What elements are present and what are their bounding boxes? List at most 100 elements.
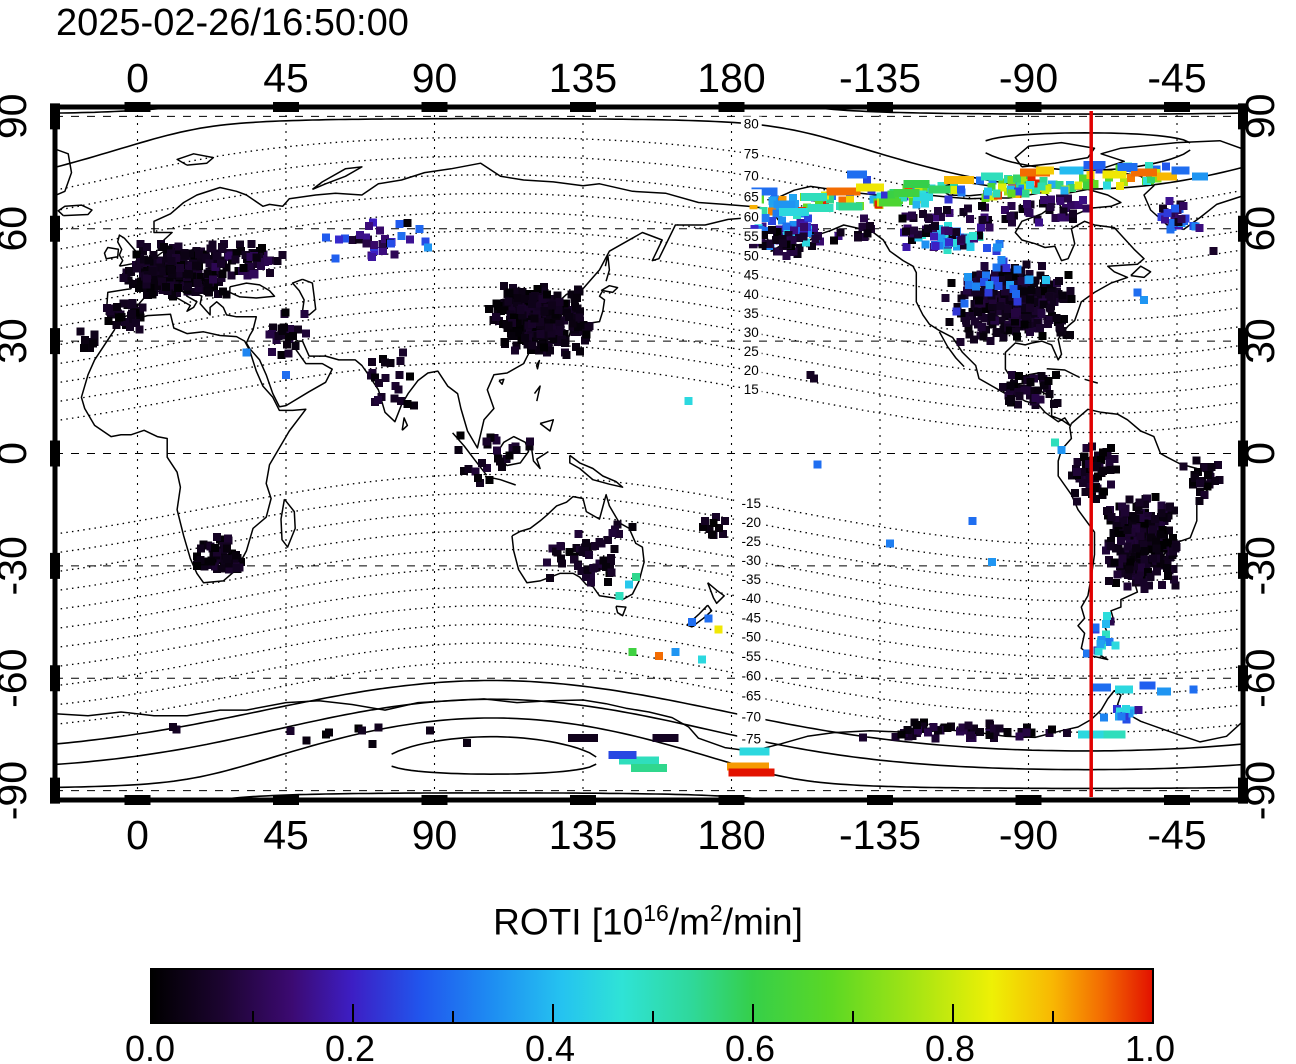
roti-cell <box>846 195 854 204</box>
colorbar-tick <box>852 1011 854 1022</box>
roti-cell <box>799 232 808 241</box>
magnetic-latitude-contour <box>57 511 1241 584</box>
roti-cell <box>545 346 554 355</box>
roti-cell <box>1036 166 1054 175</box>
roti-cell <box>997 256 1006 264</box>
roti-cell <box>379 246 388 255</box>
colorbar-tick <box>652 1011 654 1022</box>
roti-cell <box>1106 443 1115 452</box>
roti-cell <box>1031 394 1040 403</box>
top-axis-tick-label: 0 <box>126 55 149 101</box>
roti-cell <box>1195 496 1204 505</box>
roti-cell <box>980 278 989 287</box>
roti-cell <box>492 299 501 308</box>
roti-cell <box>908 727 917 736</box>
roti-cell <box>208 270 217 279</box>
roti-cell <box>903 179 930 188</box>
roti-cell <box>1116 537 1125 545</box>
roti-cell <box>893 189 920 198</box>
roti-cell <box>986 337 995 346</box>
roti-cell <box>1201 463 1210 472</box>
colorbar-tick-label: 0.6 <box>724 1028 776 1064</box>
roti-cell <box>493 446 501 455</box>
roti-cell <box>540 343 549 352</box>
colorbar-tick <box>552 1004 554 1022</box>
x-tick <box>1164 102 1190 112</box>
roti-cell <box>1136 514 1145 523</box>
roti-cell <box>789 247 798 256</box>
roti-cell <box>1118 502 1127 511</box>
roti-cell <box>579 320 588 329</box>
roti-cell <box>826 187 861 196</box>
roti-cell <box>464 465 473 474</box>
roti-cell <box>966 215 975 224</box>
roti-cell <box>508 296 517 305</box>
roti-cell <box>982 271 990 280</box>
roti-cell <box>806 370 815 379</box>
roti-cell <box>325 728 333 737</box>
roti-cell <box>998 296 1007 305</box>
contour-label: -25 <box>742 534 762 549</box>
roti-cell <box>1144 162 1153 171</box>
roti-cell <box>492 436 501 445</box>
roti-cell <box>80 336 89 345</box>
roti-cell <box>778 196 787 205</box>
roti-cell <box>1037 308 1046 317</box>
roti-cell <box>1165 196 1174 205</box>
roti-cell <box>562 308 571 317</box>
roti-cell <box>294 325 303 334</box>
roti-cell <box>232 249 241 257</box>
roti-cell <box>355 231 364 239</box>
roti-cell <box>944 195 953 204</box>
roti-cell <box>1025 275 1034 284</box>
contour-label: -30 <box>742 553 762 568</box>
roti-cell <box>998 183 1006 192</box>
roti-cell <box>551 310 560 319</box>
magnetic-latitude-contour <box>57 305 1241 377</box>
roti-cell <box>546 574 555 583</box>
contour-label: 40 <box>744 287 759 302</box>
roti-cell <box>830 236 839 245</box>
roti-cell <box>247 240 256 249</box>
roti-cell <box>862 176 871 184</box>
roti-cell <box>1106 617 1115 626</box>
roti-cell <box>1121 547 1130 556</box>
contour-label: 65 <box>744 189 759 204</box>
roti-cell <box>375 226 384 235</box>
roti-cell <box>274 332 283 340</box>
roti-cell <box>1011 327 1020 336</box>
roti-cell <box>923 224 932 233</box>
roti-cell <box>978 202 986 211</box>
roti-cell <box>1159 513 1168 522</box>
roti-cell <box>1146 174 1155 183</box>
roti-cell <box>1004 304 1013 313</box>
roti-cell <box>918 210 927 219</box>
roti-cell <box>715 524 724 533</box>
roti-cell <box>595 559 604 568</box>
roti-cell <box>1033 386 1042 395</box>
roti-cell <box>1025 208 1034 217</box>
roti-cell <box>571 342 580 351</box>
roti-cell <box>80 343 88 352</box>
roti-cell <box>1000 287 1009 296</box>
roti-cell <box>514 328 522 337</box>
roti-cell <box>484 305 493 313</box>
magnetic-latitude-contour <box>57 155 1241 228</box>
roti-cell <box>1096 640 1105 649</box>
roti-cell <box>918 722 927 731</box>
colorbar-tick <box>452 1011 454 1022</box>
roti-cell <box>996 307 1005 315</box>
roti-cell <box>999 325 1008 334</box>
roti-cell <box>1097 455 1106 464</box>
roti-cell <box>970 335 979 344</box>
roti-cell <box>567 290 576 299</box>
roti-cell <box>971 317 980 326</box>
roti-cell <box>554 329 563 338</box>
contour-label-bg <box>737 495 766 511</box>
roti-cell <box>263 256 272 265</box>
roti-cell <box>212 251 221 260</box>
roti-cell <box>930 232 938 241</box>
roti-cell <box>556 322 565 331</box>
right-axis-tick-label: -90 <box>1237 761 1283 820</box>
roti-cell <box>191 261 200 270</box>
